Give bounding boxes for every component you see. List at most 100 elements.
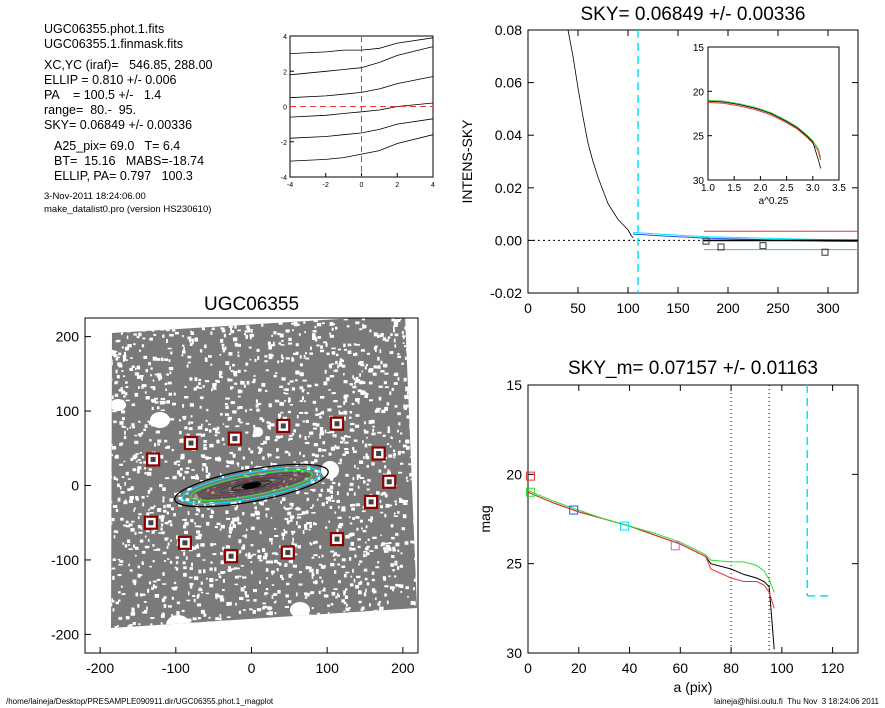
noise-speck [130,486,134,491]
noise-speck [364,430,369,434]
noise-speck [371,588,376,592]
noise-speck [113,535,116,539]
noise-speck [205,469,208,473]
noise-speck [233,567,238,570]
noise-speck [353,343,356,346]
noise-speck [399,318,402,321]
noise-speck [319,433,324,436]
masked-hole [290,602,310,618]
noise-speck [238,500,241,505]
noise-speck [349,547,352,551]
noise-speck [111,384,112,389]
noise-speck [333,558,336,561]
noise-speck [330,603,334,606]
noise-speck [113,643,115,647]
noise-speck [122,426,126,428]
noise-speck [284,517,289,521]
noise-speck [415,352,417,355]
noise-speck [371,462,375,466]
noise-speck [171,614,174,618]
noise-speck [360,349,365,352]
noise-speck [270,607,273,610]
noise-speck [163,596,167,599]
noise-speck [299,355,302,359]
noise-speck [409,424,413,429]
noise-speck [211,623,215,626]
noise-speck [379,349,382,354]
noise-speck [114,633,117,636]
noise-speck [211,643,215,645]
noise-speck [299,434,302,438]
noise-speck [281,339,284,342]
noise-speck [176,601,181,605]
noise-speck [163,604,167,608]
noise-speck [169,560,173,564]
noise-speck [274,527,277,530]
noise-speck [187,511,190,515]
noise-speck [147,420,150,423]
noise-speck [297,525,301,529]
noise-speck [90,506,92,509]
noise-speck [395,583,399,587]
noise-speck [233,501,237,506]
noise-speck [299,412,304,414]
noise-speck [111,523,112,525]
noise-speck [144,472,147,475]
noise-speck [353,377,356,381]
noise-speck [230,319,235,322]
noise-speck [228,378,233,382]
noise-speck [240,649,244,653]
noise-speck [261,625,264,628]
noise-speck [92,512,95,514]
noise-speck [243,369,247,372]
galaxy-xtick-label: 100 [316,660,340,676]
noise-speck [270,423,275,427]
noise-speck [362,440,364,444]
inset-black-line [707,100,822,169]
noise-speck [164,439,168,443]
mag-xtick-label: 80 [723,660,739,676]
noise-speck [94,509,97,512]
noise-speck [237,329,241,332]
noise-speck [369,550,374,552]
noise-speck [152,560,155,563]
noise-speck [118,364,123,368]
noise-speck [102,516,106,519]
noise-speck [138,574,143,576]
noise-speck [355,321,360,325]
noise-speck [154,594,160,598]
noise-speck [209,515,214,519]
sky-plot-frame [527,29,859,294]
noise-speck [247,552,251,557]
noise-speck [288,437,293,440]
noise-speck [367,479,370,482]
noise-speck [120,517,124,521]
noise-speck [113,319,116,322]
noise-speck [204,631,208,634]
noise-speck [184,471,189,474]
noise-speck [223,443,226,446]
noise-speck [107,545,111,547]
noise-speck [185,636,187,640]
noise-speck [393,329,395,333]
noise-speck [243,585,246,589]
noise-speck [342,453,346,456]
noise-speck [191,562,193,567]
noise-speck [130,611,136,616]
noise-speck [249,608,253,611]
noise-speck [134,440,139,444]
noise-speck [113,354,118,358]
noise-speck [157,443,160,446]
noise-speck [107,530,110,532]
noise-speck [361,640,365,642]
mag-xtick-label: 100 [770,660,794,676]
noise-speck [182,335,184,338]
noise-speck [318,642,320,646]
noise-speck [316,473,318,476]
noise-speck [220,637,222,640]
noise-speck [253,427,257,429]
noise-speck [137,459,141,461]
noise-speck [100,405,104,408]
noise-speck [349,482,354,487]
noise-speck [291,387,295,391]
